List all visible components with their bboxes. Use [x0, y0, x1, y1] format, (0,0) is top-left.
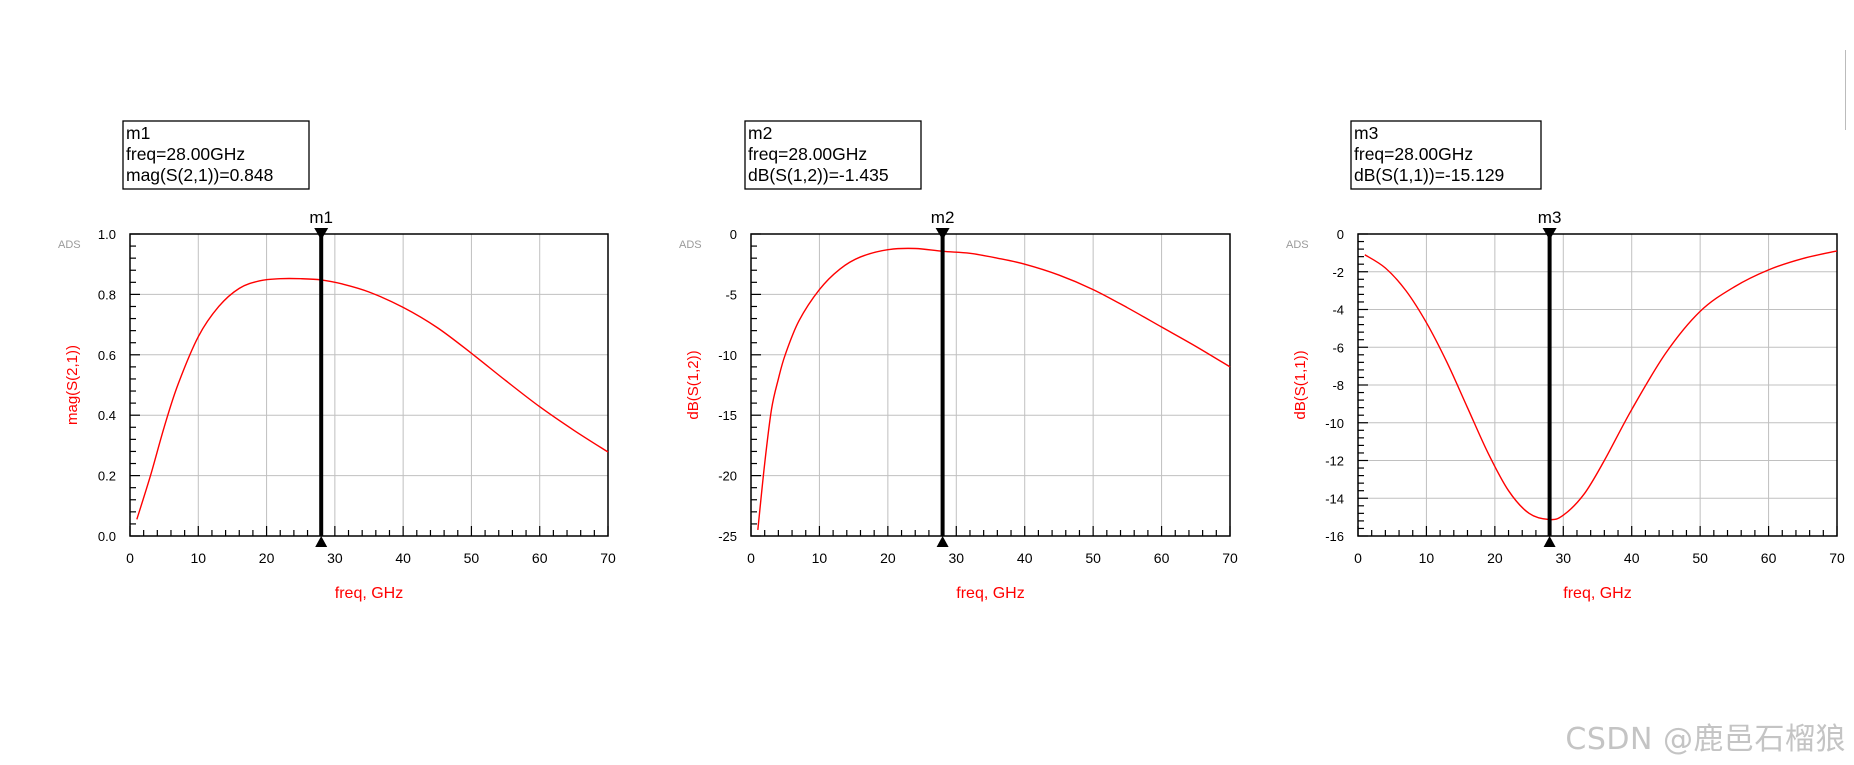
marker-readout-box: [122, 120, 310, 190]
plot-frame: [750, 233, 1231, 537]
series-line: [1364, 250, 1838, 521]
y-tick-label: -16: [1325, 529, 1344, 544]
x-tick-label: 0: [126, 550, 134, 566]
marker-name: m2: [931, 208, 955, 227]
x-tick-label: 10: [190, 550, 206, 566]
y-axis-label: mag(S(2,1)): [64, 345, 81, 425]
series-line: [757, 247, 1231, 531]
marker-readout-line: m2: [748, 123, 772, 143]
x-tick-label: 10: [1419, 550, 1435, 566]
x-tick-label: 10: [812, 550, 828, 566]
y-axis-label: dB(S(1,1)): [1292, 350, 1309, 419]
marker-name: m3: [1538, 208, 1562, 227]
x-tick-label: 40: [1624, 550, 1640, 566]
y-tick-label: 1.0: [98, 227, 116, 242]
ads-tag: ADS: [1286, 239, 1309, 251]
marker-readout-line: freq=28.00GHz: [126, 144, 245, 164]
ads-tag: ADS: [58, 239, 81, 251]
marker-bottom-triangle: [936, 536, 949, 547]
marker-readout-line: m3: [1354, 123, 1378, 143]
plot-frame: [129, 233, 609, 537]
y-tick-label: -4: [1332, 303, 1344, 318]
x-tick-label: 30: [1555, 550, 1571, 566]
y-tick-label: 0: [730, 227, 737, 242]
x-tick-label: 20: [259, 550, 275, 566]
x-tick-label: 0: [747, 550, 755, 566]
ads-tag: ADS: [679, 239, 702, 251]
scrollbar-handle[interactable]: [1845, 50, 1854, 130]
y-axis-label: dB(S(1,2)): [685, 350, 702, 419]
csdn-watermark: CSDN @鹿邑石榴狼: [1565, 722, 1846, 757]
y-tick-label: -10: [718, 348, 737, 363]
marker-readout-line: m1: [126, 123, 150, 143]
y-tick-label: 0.8: [98, 287, 116, 302]
x-tick-label: 60: [532, 550, 548, 566]
chart-s21-mag: 0 10 20 30 40 50 60 70 0.0 0.2 0.4 0.6 0.8 1.0 ADS freq…: [58, 120, 616, 602]
x-tick-label: 30: [327, 550, 343, 566]
x-tick-label: 50: [1692, 550, 1708, 566]
chart-s11-db: 0 10 20 30 40 50 60 70 -16 -14 -12 -10 -8 -6 -4 -2 0 ADS f…: [1286, 120, 1845, 602]
plot-frame: [1357, 233, 1838, 537]
y-tick-label: 0.6: [98, 348, 116, 363]
marker-bottom-triangle: [1543, 536, 1556, 547]
x-axis-label: freq, GHz: [1563, 585, 1631, 602]
x-axis-label: freq, GHz: [956, 585, 1024, 602]
y-tick-label: -14: [1325, 491, 1344, 506]
marker-readout-line: dB(S(1,2))=-1.435: [748, 165, 889, 185]
x-tick-label: 40: [395, 550, 411, 566]
y-tick-label: 0.0: [98, 529, 116, 544]
marker-bottom-triangle: [315, 536, 328, 547]
y-tick-label: -12: [1325, 454, 1344, 469]
y-tick-label: -5: [725, 287, 737, 302]
x-tick-label: 20: [880, 550, 896, 566]
marker-name: m1: [309, 208, 333, 227]
series-line: [136, 277, 609, 520]
marker-readout-box: [1350, 120, 1542, 190]
chart-s12-db: 0 10 20 30 40 50 60 70 -25 -20 -15 -10 -5 0 ADS freq, G…: [679, 120, 1238, 602]
y-tick-label: 0: [1337, 227, 1344, 242]
y-tick-label: 0.2: [98, 469, 116, 484]
y-tick-label: -20: [718, 469, 737, 484]
marker-readout-line: freq=28.00GHz: [748, 144, 867, 164]
x-tick-label: 20: [1487, 550, 1503, 566]
marker-top-triangle: [1542, 228, 1557, 240]
y-tick-label: -10: [1325, 416, 1344, 431]
y-tick-label: -25: [718, 529, 737, 544]
x-tick-label: 50: [464, 550, 480, 566]
x-tick-label: 0: [1354, 550, 1362, 566]
marker-readout-line: freq=28.00GHz: [1354, 144, 1473, 164]
y-tick-label: -6: [1332, 340, 1344, 355]
marker-readout-box: [744, 120, 922, 190]
y-tick-label: -15: [718, 408, 737, 423]
x-tick-label: 60: [1761, 550, 1777, 566]
y-tick-label: -8: [1332, 378, 1344, 393]
marker-readout-line: mag(S(2,1))=0.848: [126, 165, 273, 185]
marker-top-triangle: [314, 228, 329, 240]
x-tick-label: 70: [1222, 550, 1238, 566]
y-tick-label: 0.4: [98, 408, 116, 423]
x-tick-label: 40: [1017, 550, 1033, 566]
x-tick-label: 60: [1154, 550, 1170, 566]
x-tick-label: 70: [600, 550, 616, 566]
x-tick-label: 30: [948, 550, 964, 566]
x-tick-label: 50: [1085, 550, 1101, 566]
x-axis-label: freq, GHz: [335, 585, 403, 602]
marker-top-triangle: [935, 228, 950, 240]
x-tick-label: 70: [1829, 550, 1845, 566]
y-tick-label: -2: [1332, 265, 1344, 280]
marker-readout-line: dB(S(1,1))=-15.129: [1354, 165, 1504, 185]
